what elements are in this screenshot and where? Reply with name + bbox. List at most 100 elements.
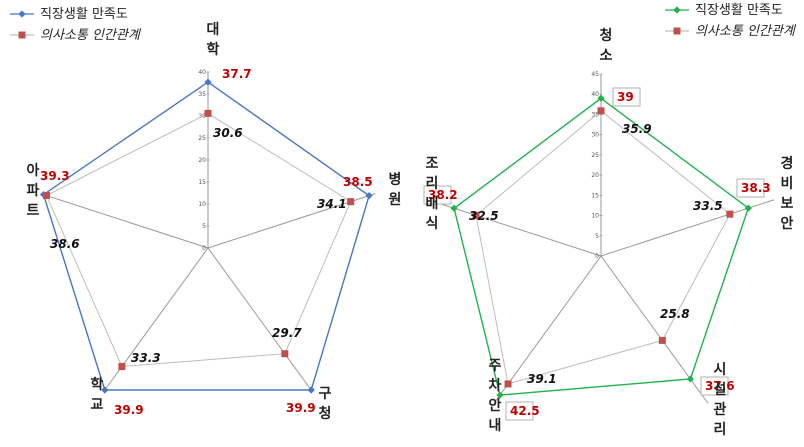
data-label-communication: 29.7 — [272, 326, 302, 340]
data-point-communication — [597, 107, 605, 115]
data-point-satisfaction — [686, 375, 694, 383]
data-point-communication — [472, 211, 480, 219]
data-label-communication: 25.8 — [660, 307, 690, 321]
legend-entry: 직장생활 만족도 — [40, 7, 128, 22]
data-label-box — [736, 178, 765, 198]
category-label-char: 소 — [600, 48, 613, 64]
axis-tick-label: 15 — [198, 179, 206, 186]
category-label-char: 대 — [207, 22, 220, 38]
axis-spoke — [493, 255, 602, 404]
category-label-char: 배 — [426, 196, 439, 212]
category-label-char: 청 — [319, 406, 332, 422]
data-label-satisfaction: 39 — [617, 90, 634, 104]
category-label-char: 교 — [91, 397, 104, 413]
axis-tick-label: 20 — [591, 172, 599, 179]
axis-tick-label: 20 — [198, 157, 206, 164]
series-line-1 — [453, 97, 750, 396]
category-label-char: 관 — [714, 401, 727, 418]
axis-tick-label: 25 — [591, 152, 599, 159]
data-label-box — [700, 376, 729, 396]
data-point-communication — [658, 336, 666, 344]
axis-tick-label: 35 — [198, 91, 206, 98]
axis-spoke — [600, 255, 709, 404]
data-label-communication: 33.3 — [131, 351, 161, 365]
category-label-char: 주 — [489, 358, 502, 374]
data-label-satisfaction: 38.2 — [428, 188, 458, 202]
legend-entry: 의사소통 인간관계 — [40, 28, 142, 43]
axis-tick-label: 5 — [202, 223, 206, 230]
data-label-communication: 30.6 — [213, 126, 243, 140]
category-label-char: 리 — [714, 422, 727, 438]
data-label-box — [423, 185, 452, 205]
data-label-box — [505, 401, 534, 421]
category-label-char: 내 — [489, 418, 502, 434]
axis-tick-label: 0 — [202, 245, 206, 252]
data-label-satisfaction: 39.3 — [40, 169, 70, 183]
data-label-satisfaction: 39.9 — [114, 403, 144, 417]
data-point-communication — [726, 210, 734, 218]
axis-tick-label: 30 — [591, 132, 599, 139]
data-label-satisfaction: 38.5 — [343, 175, 373, 189]
data-point-communication — [42, 192, 50, 200]
axis-tick-label: 40 — [198, 69, 206, 76]
category-label-char: 보 — [781, 196, 794, 212]
data-label-box — [612, 87, 641, 107]
data-point-satisfaction — [496, 391, 504, 399]
category-label-char: 차 — [489, 378, 502, 394]
data-label-satisfaction: 37.7 — [222, 67, 252, 81]
category-label-char: 식 — [426, 216, 439, 232]
category-label-char: 아 — [27, 162, 40, 179]
series-line-1 — [42, 81, 370, 391]
data-point-satisfaction — [204, 78, 212, 86]
axis-tick-label: 25 — [198, 135, 206, 142]
category-label-char: 원 — [389, 192, 402, 208]
axis-spoke — [207, 247, 312, 391]
category-label-char: 경 — [781, 155, 794, 172]
legend-entry: 의사소통 인간관계 — [695, 24, 797, 39]
data-label-communication: 34.1 — [317, 197, 347, 211]
axis-spoke — [600, 199, 775, 257]
category-label-char: 조 — [426, 156, 439, 172]
axis-tick-label: 5 — [595, 233, 599, 240]
axis-tick-label: 10 — [591, 213, 599, 220]
category-label-char: 설 — [714, 382, 727, 398]
legend-entry: 직장생활 만족도 — [695, 3, 783, 18]
data-label-communication: 39.1 — [527, 372, 557, 386]
category-label-char: 파 — [27, 183, 40, 199]
data-label-communication: 38.6 — [50, 237, 80, 251]
data-point-satisfaction — [744, 204, 752, 212]
category-label-char: 구 — [319, 386, 332, 402]
data-label-satisfaction: 42.5 — [510, 404, 540, 418]
data-point-satisfaction — [365, 192, 373, 200]
legend-marker-square — [18, 31, 26, 39]
data-label-communication: 33.5 — [693, 199, 723, 213]
category-label-char: 트 — [27, 203, 40, 219]
axis-spoke — [40, 193, 209, 249]
axis-tick-label: 0 — [595, 253, 599, 260]
data-point-communication — [204, 109, 212, 117]
data-point-satisfaction — [307, 386, 315, 394]
category-label-char: 청 — [600, 28, 613, 44]
data-label-satisfaction: 38.3 — [741, 181, 771, 195]
category-label-char: 안 — [489, 397, 502, 414]
data-point-communication — [347, 198, 355, 206]
radar-chart-2: 0 5 10 15 20 25 30 35 40 45 39 38.3 37.6 42.5 38.2 35.9… — [423, 3, 797, 438]
category-label-char: 시 — [714, 362, 727, 378]
axis-tick-label: 40 — [591, 91, 599, 98]
data-point-communication — [504, 380, 512, 388]
legend-marker-diamond — [673, 6, 681, 14]
category-label-char: 리 — [426, 176, 439, 192]
data-point-communication — [281, 350, 289, 358]
axis-tick-label: 15 — [591, 192, 599, 199]
data-point-satisfaction — [101, 386, 109, 394]
axis-tick-label: 45 — [591, 71, 599, 78]
data-label-communication: 35.9 — [622, 122, 652, 136]
category-label-char: 안 — [781, 215, 794, 232]
series-line-2 — [475, 110, 731, 385]
category-label-char: 학 — [91, 377, 104, 393]
data-label-communication: 32.5 — [469, 209, 499, 223]
category-label-char: 비 — [781, 176, 794, 192]
